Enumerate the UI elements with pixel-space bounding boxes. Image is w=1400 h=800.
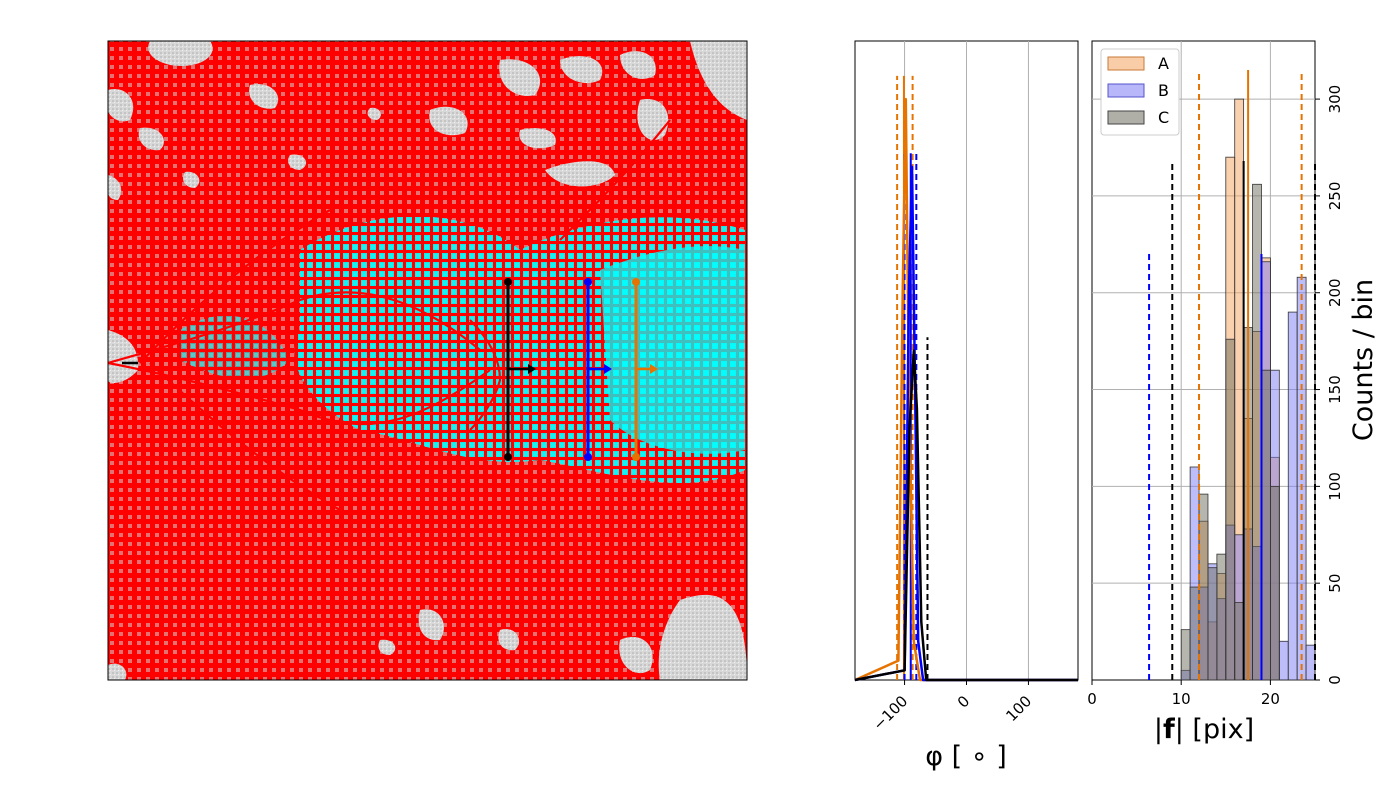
masked-area: [519, 128, 556, 149]
masked-area: [378, 639, 396, 655]
mag-x-tick-label: 0: [1087, 690, 1097, 708]
legend-label-A: A: [1158, 54, 1169, 73]
mag-y-tick-labels: 0 50 100 150 200 250 300: [1315, 85, 1344, 685]
masked-area: [658, 594, 747, 680]
cyan-region: [600, 246, 745, 454]
fracture-lines: [108, 119, 671, 511]
mag-bar-C: [1198, 493, 1209, 681]
phi-tick-label: 100: [1002, 692, 1035, 725]
marker-B: [584, 278, 612, 461]
mag-bar-C: [1189, 586, 1200, 681]
mag-bar-C: [1270, 485, 1280, 681]
mag-bar-B: [1305, 644, 1316, 681]
masked-area: [108, 89, 134, 122]
mag-bar-C: [1261, 369, 1271, 681]
mag-bar-C: [1234, 602, 1245, 681]
mag-bar-C: [1180, 629, 1191, 681]
mag-reference-lines: [1148, 70, 1316, 680]
legend-swatch-B: [1107, 83, 1145, 98]
masked-area: [183, 171, 200, 188]
masked-area: [429, 106, 468, 136]
vector-field-panel: [107, 40, 748, 681]
cyan-region: [180, 315, 290, 379]
masked-area: [138, 127, 164, 151]
phi-tick-label: 0: [954, 692, 973, 711]
phi-axis-label: φ [ ∘ ]: [925, 741, 1007, 772]
legend: A B C: [1100, 48, 1180, 136]
masked-area: [367, 107, 381, 120]
mag-bar-C: [1207, 567, 1218, 681]
phi-curves: [854, 97, 1078, 682]
mag-y-tick-label: 300: [1326, 85, 1344, 114]
mag-y-tick-label: 200: [1326, 278, 1344, 307]
masked-area: [690, 41, 747, 120]
mag-x-axis-label: |f| [pix]: [1154, 714, 1254, 745]
mag-y-tick-label: 100: [1326, 472, 1344, 501]
mag-bar-B: [1287, 311, 1298, 681]
masked-area: [545, 161, 615, 187]
phi-distribution-panel: −100 0 100 φ [ ∘ ]: [854, 40, 1079, 772]
mag-bar-C: [1252, 183, 1262, 681]
masked-area: [108, 330, 139, 383]
mag-x-tick-labels: 0 10 20: [1087, 680, 1280, 708]
mag-x-tick-label: 20: [1261, 690, 1280, 708]
phi-tick-labels: −100 0 100: [870, 680, 1035, 734]
marker-C: [504, 278, 536, 461]
mag-bar-C: [1216, 553, 1227, 681]
phi-curve-A: [854, 97, 1078, 682]
masked-area: [637, 99, 669, 141]
masked-area: [619, 636, 653, 674]
legend-label-B: B: [1158, 81, 1169, 100]
masked-area: [249, 84, 279, 109]
legend-entry-B: B: [1107, 81, 1169, 100]
phi-tick-label: −100: [870, 692, 912, 734]
masked-area: [108, 175, 122, 200]
masked-area: [498, 629, 520, 651]
legend-swatch-A: [1107, 56, 1145, 71]
mag-y-axis-label: Counts / bin: [1348, 279, 1379, 441]
masked-area: [108, 663, 127, 680]
masked-area: [499, 59, 541, 96]
legend-swatch-C: [1107, 110, 1145, 125]
mag-x-tick-label: 10: [1172, 690, 1191, 708]
legend-label-C: C: [1158, 108, 1169, 127]
mag-y-tick-label: 0: [1326, 675, 1344, 685]
mag-y-tick-label: 250: [1326, 182, 1344, 211]
masked-area: [288, 154, 307, 170]
mag-y-tick-label: 150: [1326, 375, 1344, 404]
legend-entry-C: C: [1107, 108, 1169, 127]
phi-curve-C: [854, 349, 1078, 682]
mag-bar-B: [1278, 640, 1289, 681]
legend-entry-A: A: [1107, 54, 1169, 73]
masked-area: [418, 609, 444, 641]
mag-y-tick-label: 50: [1326, 574, 1344, 593]
masked-area: [560, 56, 603, 84]
mag-bar-C: [1225, 338, 1236, 681]
magnitude-histogram-panel: 0 10 20 0 50 100 150 200 250 300 |f| [pix] Count…: [1087, 40, 1379, 745]
marker-A: [632, 278, 658, 461]
masked-area: [620, 51, 656, 79]
masked-area: [148, 41, 213, 66]
